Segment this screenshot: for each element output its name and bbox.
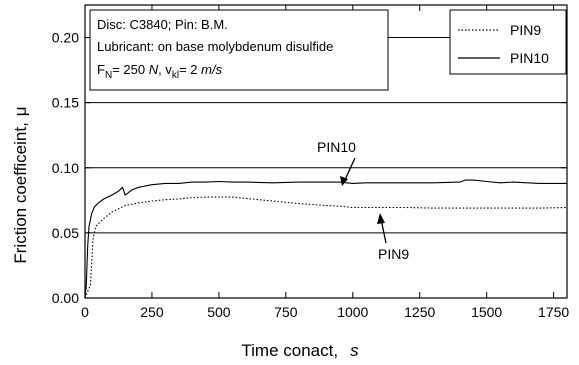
annotation-arrowhead-pin9 [377, 213, 385, 224]
y-axis-title: Friction coefficeint,μ [11, 106, 30, 263]
info-line-lubricant: Lubricant: on base molybdenum disulfide [97, 39, 333, 54]
annotation-arrowhead-pin10 [340, 176, 348, 186]
x-tick-label: 1750 [538, 304, 569, 320]
info-line-disc: Disc: C3840; Pin: B.M. [97, 17, 228, 32]
annotation-label-pin9: PIN9 [378, 246, 409, 262]
x-tick-label: 0 [81, 304, 89, 320]
x-tick-label: 1250 [404, 304, 435, 320]
legend: PIN9 PIN10 [449, 9, 567, 75]
x-tick-label: 1000 [337, 304, 368, 320]
x-tick-label: 750 [274, 304, 298, 320]
annotation-label-pin10: PIN10 [317, 139, 356, 155]
y-tick-label: 0.20 [52, 30, 79, 46]
legend-label-pin10: PIN10 [510, 50, 549, 66]
annotation-arrow-pin10 [343, 157, 356, 183]
info-box: Disc: C3840; Pin: B.M. Lubricant: on bas… [89, 9, 389, 91]
annotation-pin10: PIN10 [317, 139, 356, 186]
y-tick-label: 0.05 [52, 225, 79, 241]
x-axis-title: Time conact, s [241, 341, 359, 360]
annotation-pin9: PIN9 [377, 213, 409, 262]
plot-frame [84, 4, 568, 299]
legend-label-pin9: PIN9 [510, 22, 541, 38]
series-line-pin10 [84, 179, 567, 299]
y-tick-label: 0.15 [52, 95, 79, 111]
y-tick-label: 0.00 [52, 290, 79, 306]
x-tick-label: 500 [207, 304, 231, 320]
series-layer [84, 179, 568, 299]
axis-ticks: 0.00 0.05 0.10 0.15 0.20 0 250 500 750 1000 1250 15… [52, 5, 569, 320]
info-line-conditions: FN= 250 N, vkl= 2 m/s [97, 62, 223, 81]
series-line-pin9 [84, 196, 568, 299]
x-tick-label: 1500 [471, 304, 502, 320]
y-tick-label: 0.10 [52, 160, 79, 176]
x-tick-label: 250 [140, 304, 164, 320]
